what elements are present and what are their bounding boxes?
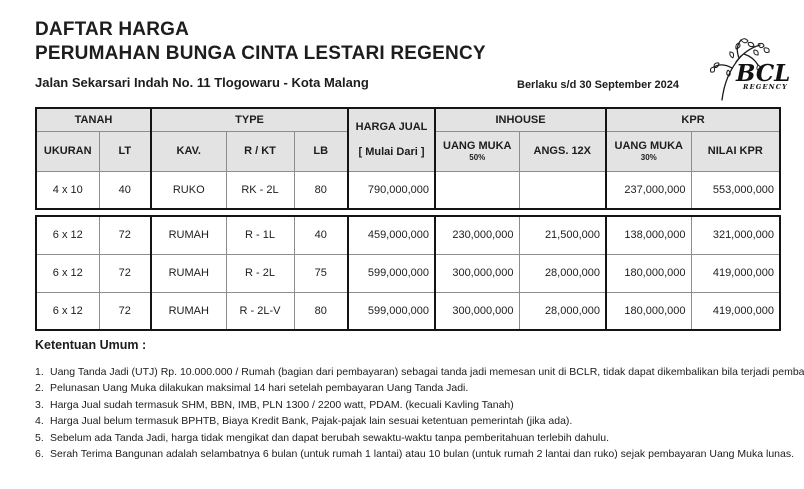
col-header-harga-jual: HARGA JUAL [ Mulai Dari ] bbox=[347, 107, 436, 172]
group-header-kpr: KPR bbox=[605, 107, 781, 132]
cell-rkt: RK - 2L bbox=[225, 170, 295, 210]
cell-ukuran: 6 x 12 bbox=[35, 291, 100, 331]
cell-ukuran: 4 x 10 bbox=[35, 170, 100, 210]
col-header-lt: LT bbox=[98, 130, 152, 172]
cell-uang-muka-kpr: 237,000,000 bbox=[605, 170, 692, 210]
cell-lb: 40 bbox=[293, 215, 349, 255]
general-terms-list: 1. Uang Tanda Jadi (UTJ) Rp. 10.000.000 … bbox=[35, 366, 804, 464]
group-header-inhouse: INHOUSE bbox=[434, 107, 607, 132]
cell-angs: 21,500,000 bbox=[518, 215, 607, 255]
cell-harga-jual: 599,000,000 bbox=[347, 291, 436, 331]
cell-lb: 80 bbox=[293, 170, 349, 210]
uang-muka-kpr-pct: 30% bbox=[640, 153, 657, 162]
term-number: 1. bbox=[35, 366, 44, 378]
cell-nilai-kpr: 419,000,000 bbox=[690, 291, 781, 331]
term-text: Serah Terima Bangunan adalah selambatnya… bbox=[50, 447, 795, 460]
term-item-6: 6. Serah Terima Bangunan adalah selambat… bbox=[35, 448, 804, 464]
price-row-rumah-3: 6 x 12 72 RUMAH R - 2L-V 80 599,000,000 … bbox=[35, 291, 781, 331]
cell-lt: 72 bbox=[98, 215, 152, 255]
col-header-nilai-kpr: NILAI KPR bbox=[690, 130, 781, 172]
cell-angs bbox=[518, 170, 607, 210]
cell-nilai-kpr: 553,000,000 bbox=[690, 170, 781, 210]
cell-lb: 75 bbox=[293, 253, 349, 293]
harga-jual-label: HARGA JUAL bbox=[355, 121, 428, 134]
cell-kav: RUKO bbox=[150, 170, 227, 210]
cell-nilai-kpr: 321,000,000 bbox=[690, 215, 781, 255]
col-header-angs: ANGS. 12X bbox=[518, 130, 607, 172]
term-number: 2. bbox=[35, 382, 44, 395]
term-text: Sebelum ada Tanda Jadi, harga tidak meng… bbox=[50, 431, 610, 444]
uang-muka-inhouse-label: UANG MUKA bbox=[443, 140, 512, 152]
group-header-type: TYPE bbox=[149, 107, 349, 132]
logo-brand-text: BCL bbox=[735, 60, 790, 87]
logo-sub-text: REGENCY bbox=[742, 83, 788, 91]
price-table-rumah: 6 x 12 72 RUMAH R - 1L 40 459,000,000 23… bbox=[35, 215, 781, 331]
col-header-uang-muka-kpr: UANG MUKA 30% bbox=[605, 130, 692, 172]
col-header-ukuran: UKURAN bbox=[35, 130, 100, 172]
cell-ukuran: 6 x 12 bbox=[35, 215, 100, 255]
cell-harga-jual: 790,000,000 bbox=[347, 170, 436, 210]
price-row-rumah-1: 6 x 12 72 RUMAH R - 1L 40 459,000,000 23… bbox=[35, 215, 781, 255]
price-row-ruko: 4 x 10 40 RUKO RK - 2L 80 790,000,000 23… bbox=[35, 170, 781, 210]
col-header-uang-muka-inhouse: UANG MUKA 50% bbox=[434, 130, 520, 172]
term-item-4: 4. Harga Jual belum termasuk BPHTB, Biay… bbox=[35, 415, 804, 431]
cell-lt: 40 bbox=[98, 170, 152, 210]
project-name: PERUMAHAN BUNGA CINTA LESTARI REGENCY bbox=[35, 43, 486, 64]
cell-angs: 28,000,000 bbox=[518, 253, 607, 293]
general-terms-heading: Ketentuan Umum : bbox=[35, 338, 147, 352]
cell-uang-muka-inhouse: 230,000,000 bbox=[434, 215, 520, 255]
col-header-rkt: R / KT bbox=[225, 130, 295, 172]
cell-ukuran: 6 x 12 bbox=[35, 253, 100, 293]
term-text: Harga Jual sudah termasuk SHM, BBN, IMB,… bbox=[50, 398, 514, 411]
cell-kav: RUMAH bbox=[150, 253, 227, 293]
term-item-1: 1. Uang Tanda Jadi (UTJ) Rp. 10.000.000 … bbox=[35, 366, 804, 382]
term-item-3: 3. Harga Jual sudah termasuk SHM, BBN, I… bbox=[35, 399, 804, 415]
term-number: 5. bbox=[35, 431, 44, 444]
cell-kav: RUMAH bbox=[150, 291, 227, 331]
term-text: Uang Tanda Jadi (UTJ) Rp. 10.000.000 / R… bbox=[50, 366, 804, 378]
cell-harga-jual: 459,000,000 bbox=[347, 215, 436, 255]
term-number: 3. bbox=[35, 398, 44, 411]
flower-branch-icon: BCL REGENCY bbox=[709, 38, 790, 101]
cell-uang-muka-kpr: 138,000,000 bbox=[605, 215, 692, 255]
cell-kav: RUMAH bbox=[150, 215, 227, 255]
cell-angs: 28,000,000 bbox=[518, 291, 607, 331]
cell-lb: 80 bbox=[293, 291, 349, 331]
general-terms-section: Ketentuan Umum : 1. Uang Tanda Jadi (UTJ… bbox=[35, 338, 804, 464]
price-table-ruko: TANAH TYPE HARGA JUAL [ Mulai Dari ] INH… bbox=[35, 107, 782, 210]
group-header-tanah: TANAH bbox=[35, 107, 152, 132]
cell-lt: 72 bbox=[98, 253, 152, 293]
term-number: 4. bbox=[35, 415, 44, 428]
col-header-kav: KAV. bbox=[150, 130, 227, 172]
cell-nilai-kpr: 419,000,000 bbox=[690, 253, 781, 293]
cell-uang-muka-inhouse: 300,000,000 bbox=[434, 291, 520, 331]
project-address: Jalan Sekarsari Indah No. 11 Tlogowaru -… bbox=[35, 75, 369, 90]
validity-date: Berlaku s/d 30 September 2024 bbox=[517, 79, 680, 91]
document-header: DAFTAR HARGA PERUMAHAN BUNGA CINTA LESTA… bbox=[35, 18, 486, 90]
bcl-regency-logo: BCL REGENCY bbox=[706, 36, 798, 102]
cell-rkt: R - 1L bbox=[225, 215, 295, 255]
cell-uang-muka-inhouse: 300,000,000 bbox=[434, 253, 520, 293]
cell-lt: 72 bbox=[98, 291, 152, 331]
cell-rkt: R - 2L bbox=[225, 253, 295, 293]
term-item-2: 2. Pelunasan Uang Muka dilakukan maksima… bbox=[35, 382, 804, 398]
term-text: Harga Jual belum termasuk BPHTB, Biaya K… bbox=[50, 415, 573, 428]
price-row-rumah-2: 6 x 12 72 RUMAH R - 2L 75 599,000,000 30… bbox=[35, 253, 781, 293]
uang-muka-kpr-label: UANG MUKA bbox=[614, 140, 683, 152]
term-text: Pelunasan Uang Muka dilakukan maksimal 1… bbox=[50, 382, 469, 395]
cell-uang-muka-inhouse bbox=[434, 170, 520, 210]
col-header-lb: LB bbox=[293, 130, 349, 172]
cell-uang-muka-kpr: 180,000,000 bbox=[605, 253, 692, 293]
term-number: 6. bbox=[35, 447, 44, 460]
uang-muka-inhouse-pct: 50% bbox=[469, 153, 486, 162]
cell-uang-muka-kpr: 180,000,000 bbox=[605, 291, 692, 331]
cell-harga-jual: 599,000,000 bbox=[347, 253, 436, 293]
page-title: DAFTAR HARGA bbox=[35, 19, 190, 40]
term-item-5: 5. Sebelum ada Tanda Jadi, harga tidak m… bbox=[35, 432, 804, 448]
mulai-dari-label: [ Mulai Dari ] bbox=[358, 146, 425, 159]
cell-rkt: R - 2L-V bbox=[225, 291, 295, 331]
